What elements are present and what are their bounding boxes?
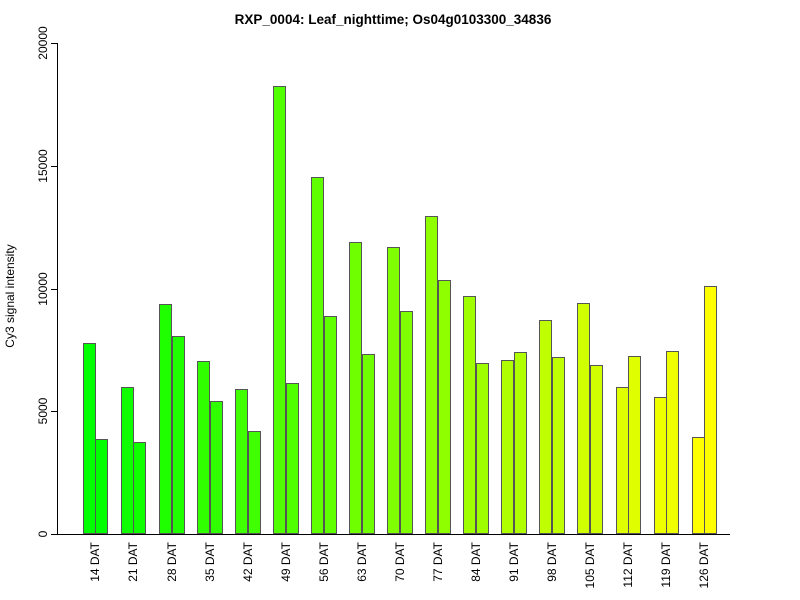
- x-category-label: 14 DAT: [88, 542, 103, 582]
- x-category-label: 42 DAT: [240, 542, 255, 582]
- y-tick-label: 5000: [36, 397, 50, 425]
- bar: [704, 286, 718, 534]
- bar: [653, 396, 667, 534]
- bar: [133, 441, 147, 534]
- bar: [666, 351, 680, 534]
- y-tick-mark: [51, 288, 57, 290]
- x-category-label: 70 DAT: [392, 542, 407, 582]
- x-category-label: 56 DAT: [316, 542, 331, 582]
- bar: [539, 320, 553, 534]
- chart-title: RXP_0004: Leaf_nighttime; Os04g0103300_3…: [234, 12, 552, 27]
- bar: [501, 359, 515, 534]
- x-axis-line: [57, 534, 730, 535]
- y-tick-label: 15000: [36, 149, 50, 183]
- x-category-label: 77 DAT: [430, 542, 445, 582]
- bar: [476, 363, 489, 534]
- y-axis-line: [57, 43, 58, 535]
- bar: [387, 246, 401, 534]
- x-category-label: 21 DAT: [126, 542, 141, 582]
- y-tick-label: 0: [36, 530, 50, 538]
- x-category-label: 119 DAT: [659, 542, 674, 588]
- bar: [209, 401, 223, 534]
- bar: [158, 304, 172, 534]
- bar: [234, 389, 248, 534]
- x-category-label: 126 DAT: [697, 542, 712, 589]
- y-tick-mark: [51, 43, 57, 44]
- y-axis-label: Cy3 signal intensity: [3, 244, 17, 348]
- x-category-label: 98 DAT: [545, 542, 560, 582]
- bar: [590, 364, 604, 534]
- x-category-label: 35 DAT: [202, 542, 217, 582]
- bar: [95, 439, 109, 534]
- bar: [399, 310, 413, 534]
- bar: [349, 241, 363, 534]
- bar: [323, 315, 337, 534]
- y-tick-label: 10000: [36, 271, 50, 306]
- y-tick-mark: [51, 534, 57, 535]
- bar: [425, 216, 439, 534]
- bar: [691, 437, 705, 534]
- bar: [82, 342, 96, 534]
- bar: [463, 295, 477, 534]
- y-tick-mark: [51, 411, 57, 413]
- x-category-label: 91 DAT: [507, 542, 522, 582]
- bar: [552, 357, 566, 534]
- bar: [196, 360, 210, 534]
- bar: [615, 386, 629, 534]
- y-tick-mark: [51, 165, 57, 167]
- x-category-label: 112 DAT: [621, 542, 636, 588]
- x-category-label: 28 DAT: [164, 542, 179, 582]
- y-tick-label: 20000: [36, 26, 50, 60]
- bar: [273, 85, 286, 534]
- bar: [120, 386, 134, 534]
- bar: [577, 303, 591, 534]
- x-category-label: 49 DAT: [278, 542, 293, 582]
- x-category-label: 84 DAT: [469, 542, 483, 582]
- bar: [628, 356, 642, 534]
- bar: [171, 336, 185, 534]
- bar: [514, 352, 528, 534]
- x-category-label: 105 DAT: [583, 542, 598, 589]
- bar: [437, 279, 451, 534]
- bar: [247, 430, 261, 534]
- x-category-label: 63 DAT: [354, 542, 369, 582]
- bar: [285, 383, 299, 534]
- bar: [311, 176, 325, 534]
- bar: [361, 353, 375, 534]
